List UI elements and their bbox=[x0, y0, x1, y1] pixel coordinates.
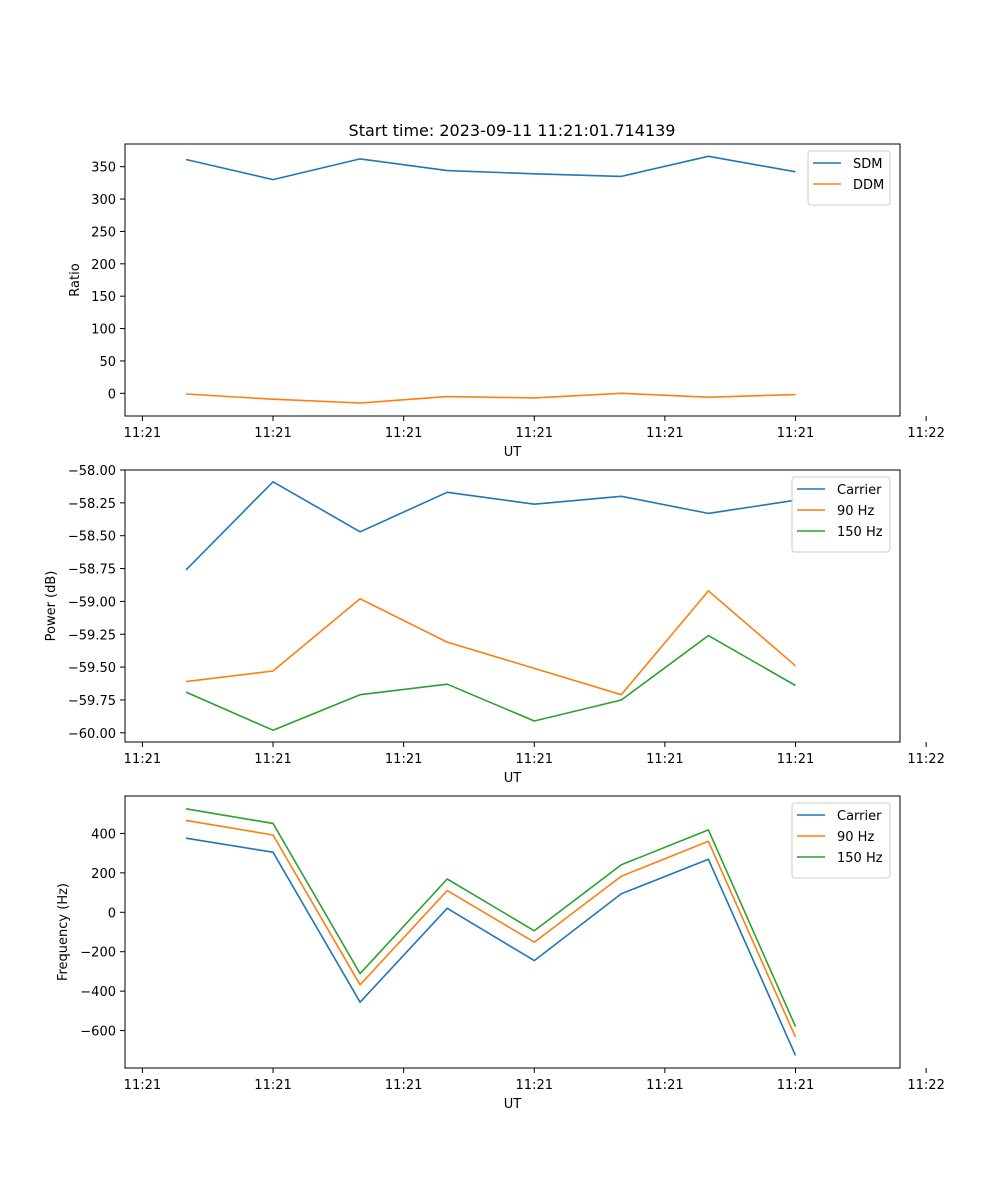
y-tick-label: 200 bbox=[91, 867, 116, 882]
x-tick-label: 11:21 bbox=[646, 426, 683, 441]
legend-label: 90 Hz bbox=[837, 830, 874, 845]
legend-label: 150 Hz bbox=[837, 525, 883, 540]
y-axis-label: Ratio bbox=[68, 263, 83, 296]
plot-frame bbox=[124, 143, 901, 417]
x-tick-label: 11:22 bbox=[907, 1078, 944, 1093]
y-tick-label: −59.50 bbox=[68, 661, 116, 676]
y-tick-label: −58.00 bbox=[68, 464, 116, 479]
series-line-ddm bbox=[185, 392, 796, 404]
x-tick-label: 11:21 bbox=[124, 1078, 161, 1093]
legend-label: 150 Hz bbox=[837, 851, 883, 866]
legend-label: DDM bbox=[853, 178, 884, 193]
y-tick-label: −59.00 bbox=[68, 595, 116, 610]
x-axis-label: UT bbox=[504, 1097, 522, 1112]
x-tick-label: 11:22 bbox=[907, 426, 944, 441]
series-line-90-hz bbox=[185, 819, 797, 1038]
chart-panel-3: 11:21 11:21 11:21 11:21 11:21 11:21 11:22 −600 −… bbox=[56, 795, 945, 1112]
y-tick-label: 250 bbox=[91, 225, 116, 240]
chart-panels: 11:21 11:21 11:21 11:21 11:21 11:21 11:22 0 50 10… bbox=[44, 143, 945, 1112]
y-tick-label: −600 bbox=[80, 1025, 116, 1040]
y-tick-label: 0 bbox=[108, 387, 116, 402]
legend: Carrier 90 Hz 150 Hz bbox=[791, 802, 891, 879]
chart-panel-1: 11:21 11:21 11:21 11:21 11:21 11:21 11:22 0 50 10… bbox=[68, 143, 945, 460]
figure-title: Start time: 2023-09-11 11:21:01.714139 bbox=[349, 121, 676, 140]
x-tick-label: 11:21 bbox=[777, 426, 814, 441]
y-tick-label: −58.50 bbox=[68, 530, 116, 545]
y-tick-label: 400 bbox=[91, 827, 116, 842]
legend-box bbox=[791, 476, 891, 553]
y-tick-label: 350 bbox=[91, 161, 116, 176]
x-tick-label: 11:21 bbox=[254, 426, 291, 441]
series-line-carrier bbox=[185, 480, 796, 571]
legend-box bbox=[807, 150, 891, 206]
y-tick-label: −59.25 bbox=[68, 628, 116, 643]
series-line-90-hz bbox=[185, 590, 797, 696]
y-tick-label: 0 bbox=[108, 906, 116, 921]
x-tick-label: 11:22 bbox=[907, 752, 944, 767]
x-axis-label: UT bbox=[504, 771, 522, 786]
y-axis-label: Frequency (Hz) bbox=[56, 883, 71, 981]
x-tick-label: 11:21 bbox=[124, 426, 161, 441]
x-tick-label: 11:21 bbox=[516, 1078, 553, 1093]
y-tick-label: −59.75 bbox=[68, 694, 116, 709]
x-tick-label: 11:21 bbox=[646, 1078, 683, 1093]
x-tick-label: 11:21 bbox=[777, 1078, 814, 1093]
x-tick-label: 11:21 bbox=[777, 752, 814, 767]
legend: SDM DDM bbox=[807, 150, 891, 206]
series-line-carrier bbox=[185, 837, 797, 1056]
series-line-150-hz bbox=[185, 634, 796, 732]
legend-label: Carrier bbox=[837, 483, 882, 498]
y-tick-label: −400 bbox=[80, 985, 116, 1000]
x-tick-label: 11:21 bbox=[124, 752, 161, 767]
legend-label: Carrier bbox=[837, 809, 882, 824]
y-tick-label: 150 bbox=[91, 290, 116, 305]
x-tick-label: 11:21 bbox=[385, 1078, 422, 1093]
legend-label: 90 Hz bbox=[837, 504, 874, 519]
series-line-150-hz bbox=[185, 808, 797, 1027]
plot-frame bbox=[124, 795, 901, 1069]
chart-panel-2: 11:21 11:21 11:21 11:21 11:21 11:21 11:22 −60.0… bbox=[44, 464, 945, 786]
y-tick-label: 200 bbox=[91, 258, 116, 273]
legend-box bbox=[791, 802, 891, 879]
y-tick-label: −58.25 bbox=[68, 497, 116, 512]
x-tick-label: 11:21 bbox=[516, 426, 553, 441]
series-line-sdm bbox=[185, 155, 796, 181]
x-tick-label: 11:21 bbox=[254, 1078, 291, 1093]
y-tick-label: 300 bbox=[91, 193, 116, 208]
x-tick-label: 11:21 bbox=[385, 752, 422, 767]
x-tick-label: 11:21 bbox=[646, 752, 683, 767]
y-tick-label: 100 bbox=[91, 323, 116, 338]
y-tick-label: −60.00 bbox=[68, 727, 116, 742]
x-tick-label: 11:21 bbox=[385, 426, 422, 441]
x-tick-label: 11:21 bbox=[516, 752, 553, 767]
legend-label: SDM bbox=[853, 157, 882, 172]
y-tick-label: 50 bbox=[99, 355, 116, 370]
y-tick-label: −200 bbox=[80, 946, 116, 961]
y-axis-label: Power (dB) bbox=[44, 571, 59, 642]
y-tick-label: −58.75 bbox=[68, 563, 116, 578]
x-tick-label: 11:21 bbox=[254, 752, 291, 767]
legend: Carrier 90 Hz 150 Hz bbox=[791, 476, 891, 553]
plot-frame bbox=[124, 469, 901, 743]
x-axis-label: UT bbox=[504, 445, 522, 460]
